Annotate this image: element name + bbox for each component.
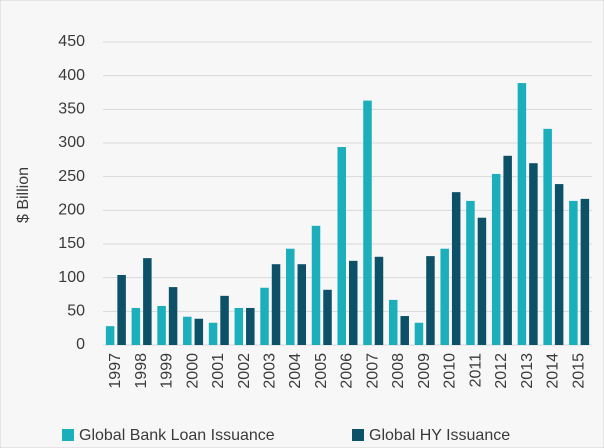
bar [503,155,512,345]
y-tick-label: 50 [67,303,85,320]
bar [234,307,244,345]
x-tick-label: 2013 [519,353,536,389]
y-tick-label: 100 [58,269,85,286]
bar [374,256,384,345]
bar [529,163,538,345]
bar [491,173,501,345]
legend-swatch [352,429,364,441]
y-tick-label: 200 [58,202,85,219]
bar [440,248,449,345]
bar [286,248,295,345]
bar [517,83,527,345]
bar [311,225,321,345]
x-tick-label: 2012 [493,353,510,389]
x-tick-label: 2002 [236,353,253,389]
bar [157,305,166,345]
x-tick-label: 2005 [313,353,330,389]
y-tick-label: 450 [58,33,85,50]
x-tick-label: 2009 [416,353,433,389]
bar [271,264,281,345]
bar [363,100,372,345]
bar [388,299,398,345]
x-tick-label: 2014 [545,353,562,389]
bar [400,316,409,345]
bar [168,287,178,345]
y-tick-label: 400 [58,67,85,84]
y-tick-label: 250 [58,168,85,185]
bar [554,184,564,345]
bar [297,264,307,345]
y-tick-label: 350 [58,101,85,118]
x-tick-label: 2008 [390,353,407,389]
bar [194,318,204,345]
bar [246,307,255,345]
bar [543,128,552,345]
bar [337,147,346,345]
bar [466,200,475,345]
x-tick-label: 2000 [184,353,201,389]
bar [220,295,229,345]
bar [451,192,461,345]
legend-label: Global Bank Loan Issuance [79,427,275,444]
x-tick-label: 1997 [107,353,124,389]
bar [117,274,126,345]
x-tick-label: 1999 [159,353,176,389]
x-tick-label: 2003 [262,353,279,389]
bar [580,198,590,345]
bar [323,289,332,345]
bar [208,322,218,345]
x-tick-label: 2015 [570,353,587,389]
x-tick-label: 2007 [364,353,381,389]
y-tick-label: 0 [76,336,85,353]
x-tick-label: 2004 [287,353,304,389]
legend-swatch [62,429,74,441]
x-tick-label: 2011 [467,353,484,388]
bar [569,200,578,345]
x-tick-label: 2010 [442,353,459,389]
x-tick-label: 1998 [133,353,150,389]
y-axis-label: $ Billion [15,167,32,223]
legend-label: Global HY Issuance [369,427,510,444]
bar [131,307,141,345]
bar [349,260,358,345]
x-tick-label: 2001 [210,353,227,389]
bar [260,287,269,345]
bar [477,217,487,345]
x-tick-label: 2006 [339,353,356,389]
bar [426,256,435,345]
bar [414,322,424,345]
y-tick-label: 300 [58,134,85,151]
bar [105,326,115,345]
bar [143,258,152,345]
y-tick-label: 150 [58,235,85,252]
bar [183,316,192,345]
